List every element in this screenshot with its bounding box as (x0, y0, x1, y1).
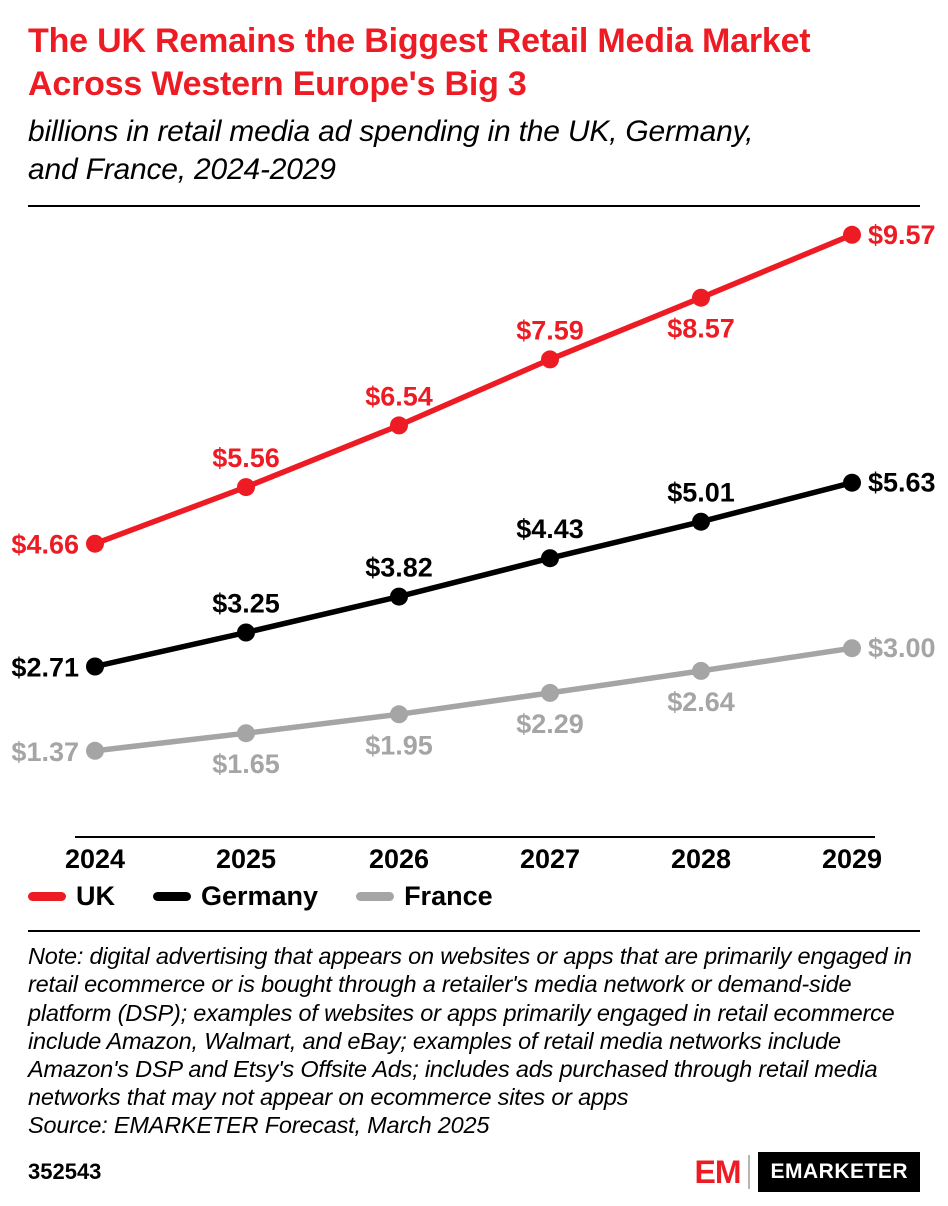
data-label-france: $3.00 (868, 633, 936, 663)
data-point-uk (390, 416, 408, 435)
data-point-uk (541, 350, 559, 369)
note-divider (28, 930, 920, 933)
series-line-uk (92, 232, 855, 547)
data-label-germany: $3.25 (212, 589, 280, 619)
data-point-germany (541, 549, 559, 568)
x-tick-label: 2026 (369, 844, 429, 874)
data-label-uk: $6.54 (365, 382, 433, 412)
data-label-uk: $9.57 (868, 220, 936, 250)
data-label-uk: $4.66 (11, 530, 79, 560)
data-label-germany: $5.01 (667, 478, 735, 508)
data-point-uk (843, 225, 861, 244)
data-point-france (390, 705, 408, 724)
legend-swatch-uk (28, 892, 66, 902)
x-tick-label: 2027 (520, 844, 580, 874)
data-label-france: $1.95 (365, 730, 433, 760)
data-label-france: $1.65 (212, 749, 280, 779)
series-line-germany (92, 480, 855, 670)
chart-subtitle: billions in retail media ad spending in … (28, 115, 754, 187)
x-tick-label: 2028 (671, 844, 731, 874)
data-point-germany (237, 623, 255, 642)
line-chart: 2024 2025 2026 2027 2028 2029 $1.37 $1.65 $1.95 $… (11, 220, 936, 874)
chart-header: The UK Remains the Biggest Retail Media … (28, 14, 920, 189)
x-tick-label: 2024 (65, 844, 125, 874)
data-label-france: $2.29 (516, 709, 584, 739)
data-label-france: $1.37 (11, 737, 79, 767)
legend-label-uk: UK (76, 881, 115, 912)
chart-id: 352543 (28, 1159, 102, 1184)
data-label-uk: $5.56 (212, 443, 280, 473)
legend-item-france: France (356, 881, 493, 912)
header-divider (28, 205, 920, 208)
data-label-germany: $2.71 (11, 653, 79, 683)
data-point-uk (692, 288, 710, 307)
legend-swatch-france (356, 892, 395, 902)
chart-legend: UK Germany France (28, 881, 920, 912)
chart-title: The UK Remains the Biggest Retail Media … (28, 22, 811, 103)
data-point-france (541, 684, 559, 703)
data-point-germany (390, 587, 408, 606)
data-label-germany: $3.82 (365, 553, 433, 583)
legend-item-uk: UK (28, 881, 115, 912)
data-label-uk: $8.57 (667, 314, 735, 344)
data-point-uk (237, 478, 255, 497)
data-point-france (843, 639, 861, 658)
legend-swatch-germany (153, 892, 191, 902)
logo-wordmark: EMARKETER (758, 1152, 920, 1192)
chart-footer: 352543 EM EMARKETER (28, 1152, 920, 1192)
data-label-france: $2.64 (667, 687, 735, 717)
data-point-germany (843, 473, 861, 492)
x-tick-label: 2029 (822, 844, 882, 874)
data-point-uk (86, 534, 104, 553)
x-tick-label: 2025 (216, 844, 276, 874)
chart-note: Note: digital advertising that appears o… (28, 943, 912, 1111)
data-label-germany: $4.43 (516, 514, 584, 544)
logo-monogram: EM (694, 1153, 741, 1190)
chart-source: Source: EMARKETER Forecast, March 2025 (28, 1112, 490, 1139)
data-point-germany (692, 512, 710, 531)
data-point-france (237, 724, 255, 743)
data-label-germany: $5.63 (868, 468, 936, 498)
logo-divider (748, 1155, 751, 1189)
data-point-france (692, 662, 710, 681)
series-line-france (92, 645, 855, 754)
data-point-germany (86, 657, 104, 676)
data-label-uk: $7.59 (516, 316, 584, 346)
legend-label-france: France (404, 881, 493, 912)
data-point-france (86, 741, 104, 760)
legend-item-germany: Germany (153, 881, 318, 912)
legend-label-germany: Germany (201, 881, 319, 912)
emarketer-logo: EM EMARKETER (694, 1152, 920, 1192)
